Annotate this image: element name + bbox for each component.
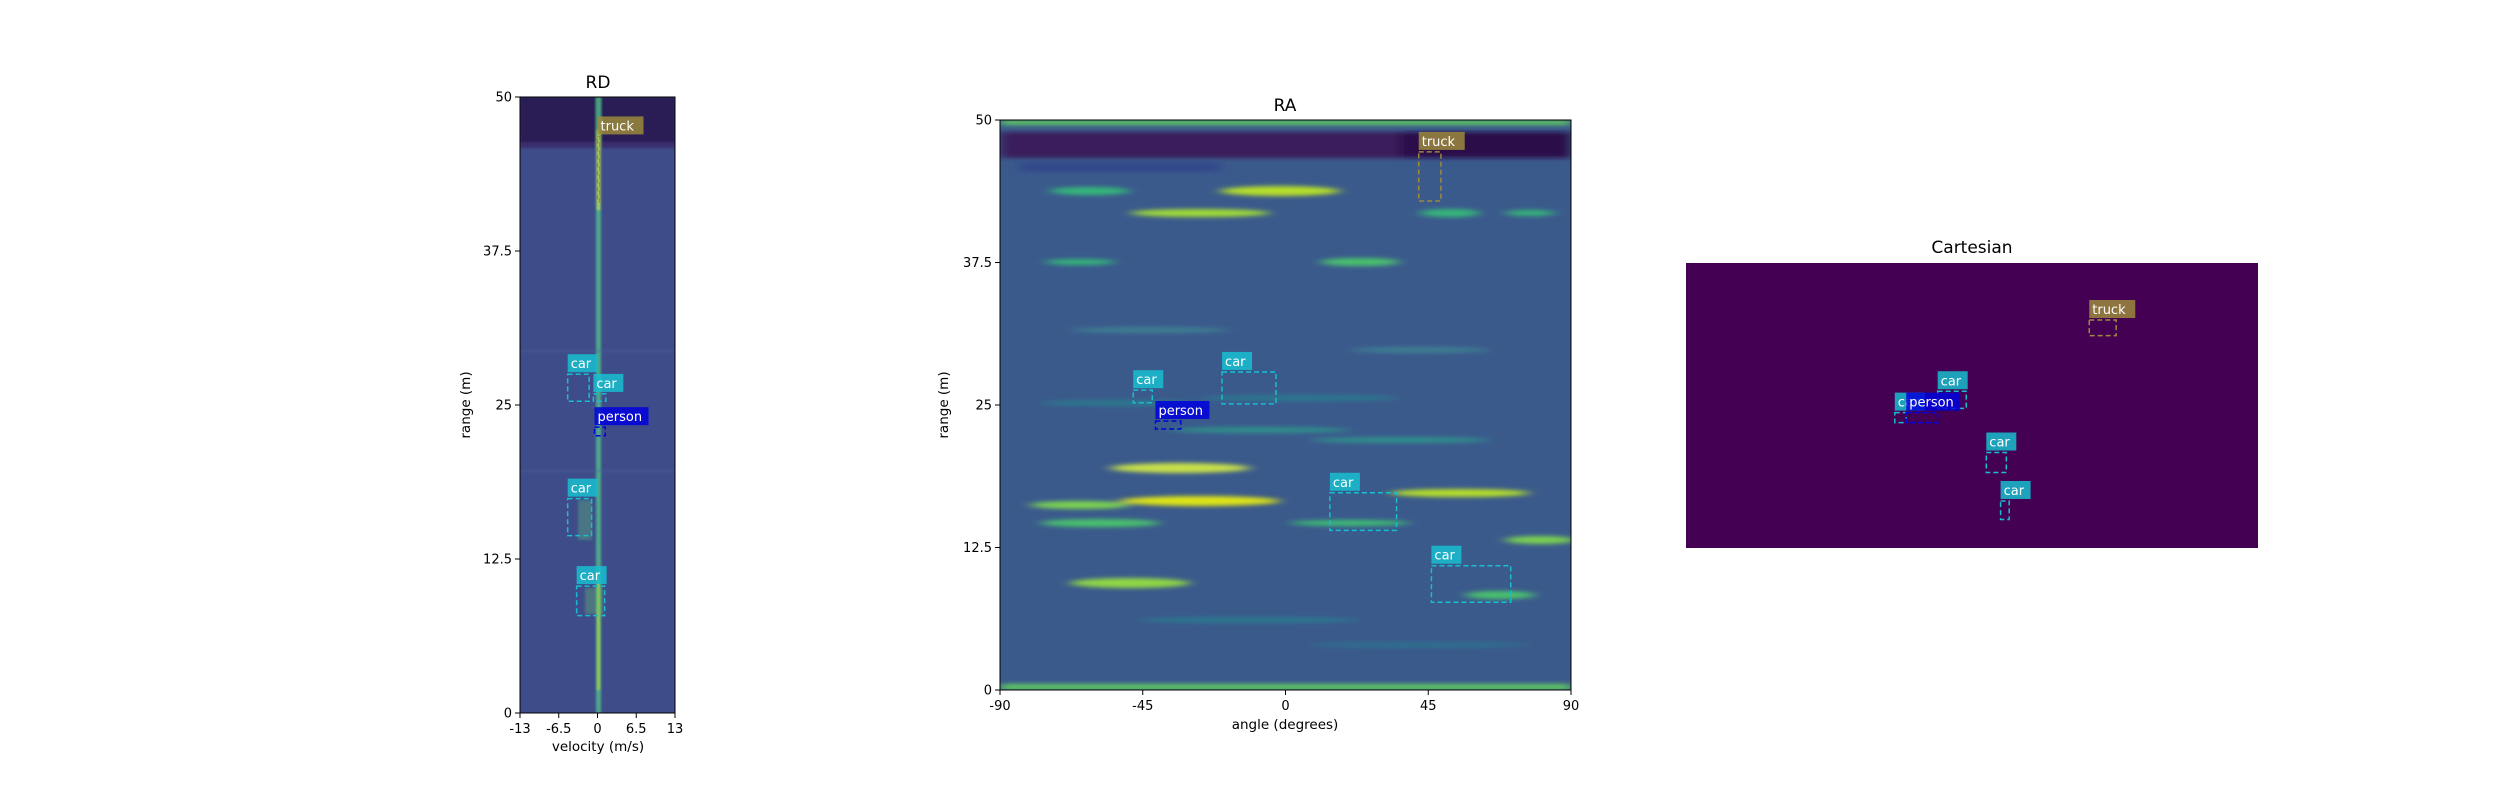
truck-label: truck	[601, 119, 635, 134]
truck-label: truck	[1422, 135, 1456, 150]
ra-x-axis-label: angle (degrees)	[1232, 717, 1339, 733]
car-label: car	[1333, 476, 1354, 491]
y-tick-label: 25	[495, 399, 512, 414]
y-tick-label: 50	[495, 91, 512, 106]
rd-y-ticks: 0 12.5 25 37.5 50	[483, 91, 520, 722]
x-tick-label: 90	[1563, 699, 1580, 714]
x-tick-label: 6.5	[626, 722, 647, 737]
ra-y-ticks: 0 12.5 25 37.5 50	[963, 114, 1000, 699]
x-tick-label: 45	[1420, 699, 1437, 714]
rd-y-axis-label: range (m)	[458, 371, 474, 438]
y-tick-label: 0	[504, 707, 512, 722]
cartesian-map	[1686, 263, 2258, 548]
x-tick-label: 0	[593, 722, 601, 737]
car-label: car	[2004, 484, 2025, 499]
x-tick-label: 13	[667, 722, 684, 737]
car-label: car	[1434, 549, 1455, 564]
y-tick-label: 0	[984, 684, 992, 699]
y-tick-label: 12.5	[483, 553, 512, 568]
y-tick-label: 50	[975, 114, 992, 129]
y-tick-label: 37.5	[963, 256, 992, 271]
ra-title: RA	[1274, 96, 1297, 116]
car-label: car	[1941, 374, 1962, 389]
y-tick-label: 37.5	[483, 245, 512, 260]
rd-title: RD	[586, 73, 611, 93]
car-label: car	[1136, 373, 1157, 388]
ra-panel: RA	[936, 96, 1579, 733]
car-label: car	[596, 377, 617, 392]
car-label: car	[1225, 355, 1246, 370]
x-tick-label: -13	[509, 722, 530, 737]
car-label: car	[571, 482, 592, 497]
y-tick-label: 25	[975, 399, 992, 414]
cartesian-title: Cartesian	[1931, 238, 2012, 258]
x-tick-label: -90	[989, 699, 1010, 714]
ra-y-axis-label: range (m)	[936, 371, 952, 438]
person-label: person	[1909, 396, 1954, 411]
ra-x-ticks: -90 -45 0 45 90	[989, 690, 1579, 714]
car-label: car	[1989, 436, 2010, 451]
truck-label: truck	[2092, 303, 2126, 318]
person-label: person	[1158, 404, 1203, 419]
person-label: person	[598, 410, 643, 425]
x-tick-label: 0	[1281, 699, 1289, 714]
car-label: car	[580, 569, 601, 584]
x-tick-label: -45	[1132, 699, 1153, 714]
rd-x-ticks: -13 -6.5 0 6.5 13	[509, 713, 683, 737]
y-tick-label: 12.5	[963, 541, 992, 556]
x-tick-label: -6.5	[546, 722, 571, 737]
car-label: car	[571, 357, 592, 372]
rd-x-axis-label: velocity (m/s)	[552, 739, 644, 755]
